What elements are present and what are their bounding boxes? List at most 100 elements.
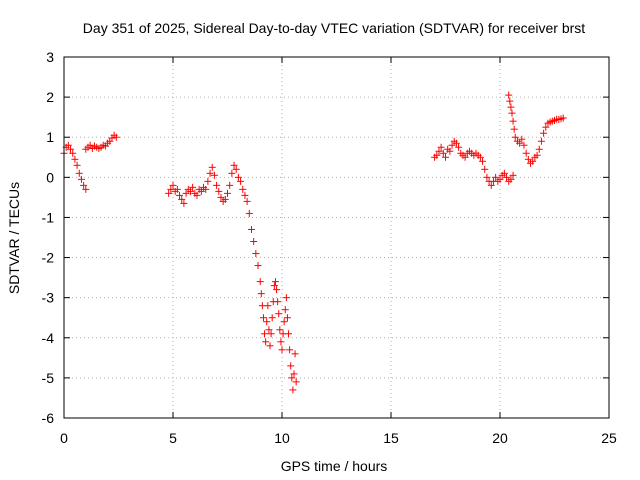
x-tick-label: 20: [492, 430, 508, 446]
data-point: [540, 129, 548, 137]
data-point: [271, 278, 279, 286]
data-point: [496, 175, 504, 183]
data-point: [257, 290, 265, 298]
chart-title: Day 351 of 2025, Sidereal Day-to-day VTE…: [83, 20, 585, 36]
data-point: [263, 318, 271, 326]
data-point: [524, 155, 532, 163]
data-point: [252, 250, 260, 258]
data-point: [510, 125, 518, 133]
data-point: [262, 338, 270, 346]
data-point: [213, 181, 221, 189]
y-tick-label: 0: [46, 169, 54, 185]
data-point: [77, 175, 85, 183]
data-point: [256, 278, 264, 286]
x-tick-label: 5: [169, 430, 177, 446]
grid-lines: [64, 57, 609, 418]
data-point: [487, 181, 495, 189]
data-point: [511, 133, 519, 141]
data-point: [182, 189, 190, 197]
y-tick-label: -2: [42, 250, 55, 266]
data-point: [518, 135, 526, 143]
data-point: [283, 314, 291, 322]
data-point: [446, 147, 454, 155]
data-point: [442, 153, 449, 161]
data-point: [230, 161, 238, 169]
y-tick-label: -3: [42, 290, 55, 306]
data-point: [290, 370, 298, 378]
data-point: [73, 161, 81, 169]
data-point: [507, 103, 515, 111]
data-point: [461, 153, 469, 161]
data-point: [277, 338, 285, 346]
data-point: [275, 310, 283, 318]
data-point: [559, 114, 567, 122]
data-point: [529, 157, 537, 165]
data-point: [259, 314, 267, 322]
data-point: [64, 141, 72, 149]
data-point: [165, 189, 173, 197]
x-tick-label: 0: [60, 430, 68, 446]
data-point: [533, 151, 541, 159]
data-point: [481, 165, 489, 173]
data-point: [167, 185, 175, 193]
data-point: [180, 199, 188, 207]
data-point: [483, 173, 491, 181]
data-point: [503, 173, 511, 181]
data-point: [455, 143, 463, 151]
data-point: [224, 189, 231, 197]
data-point: [243, 197, 251, 205]
data-point: [516, 139, 524, 147]
data-point: [509, 171, 517, 179]
axis-ticks: [63, 56, 610, 419]
data-point: [479, 157, 487, 165]
data-point: [75, 169, 83, 177]
data-point: [186, 187, 194, 195]
data-point: [507, 175, 515, 183]
data-point: [509, 117, 517, 125]
y-tick-label: 1: [46, 129, 54, 145]
data-point: [291, 350, 299, 358]
data-point: [250, 238, 258, 246]
data-point: [169, 181, 177, 189]
data-point: [288, 374, 296, 382]
data-point: [542, 123, 550, 131]
data-point: [245, 209, 253, 217]
data-point: [267, 330, 275, 338]
data-point: [217, 193, 225, 201]
data-point: [492, 173, 500, 181]
data-point: [239, 185, 247, 193]
data-point: [435, 147, 443, 155]
data-point: [500, 169, 508, 177]
data-point: [278, 346, 286, 354]
data-point: [439, 149, 447, 157]
data-point: [176, 191, 184, 199]
x-tick-labels: 0 5 10 15 20 25: [60, 430, 617, 446]
data-point: [452, 139, 460, 147]
y-tick-label: 2: [46, 89, 54, 105]
data-point: [273, 286, 281, 294]
data-point: [226, 181, 234, 189]
y-tick-label: -6: [42, 410, 55, 426]
plot-frame: [63, 56, 610, 419]
data-point: [537, 137, 545, 145]
y-tick-label: -4: [42, 330, 55, 346]
data-point: [247, 225, 255, 233]
data-point: [178, 195, 186, 203]
data-point: [280, 318, 288, 326]
data-point: [285, 330, 293, 338]
data-point: [234, 173, 242, 181]
data-point: [189, 183, 197, 191]
data-point: [215, 187, 223, 195]
data-point: [237, 177, 245, 185]
data-point: [232, 165, 240, 173]
data-point: [270, 282, 278, 290]
y-tick-labels: -6 -5 -4 -3 -2 -1 0 1 2 3: [42, 49, 55, 426]
data-point: [193, 191, 201, 199]
data-point: [268, 314, 276, 322]
data-point: [522, 149, 530, 157]
data-points: [60, 91, 567, 394]
data-point: [241, 191, 249, 199]
data-point: [508, 109, 516, 117]
data-point: [204, 177, 212, 185]
